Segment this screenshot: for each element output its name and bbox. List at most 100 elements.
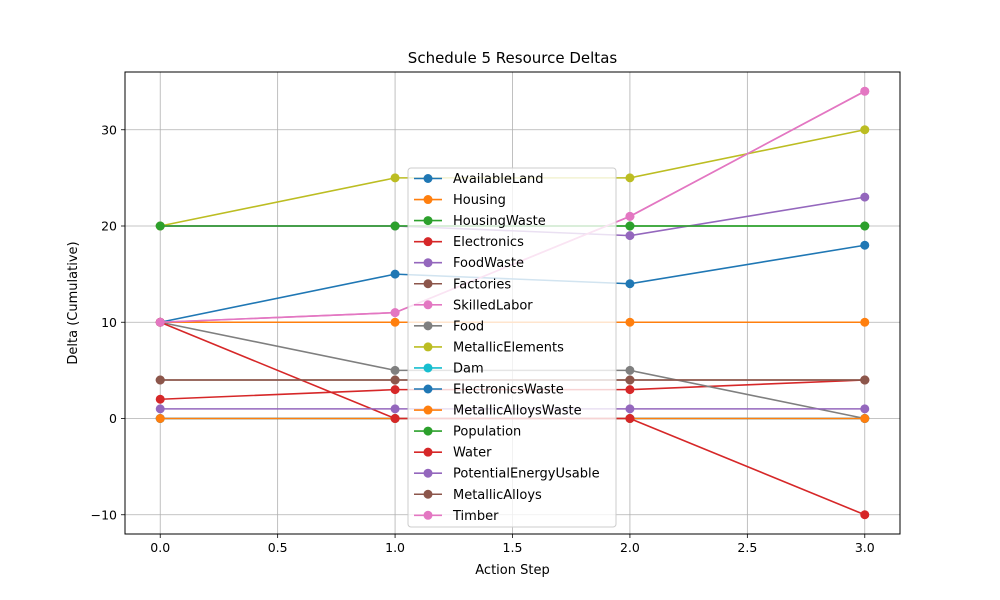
data-point	[390, 269, 400, 279]
x-tick-label: 0.0	[150, 540, 170, 555]
legend-marker	[423, 426, 433, 436]
x-tick-label: 2.5	[737, 540, 757, 555]
legend-marker	[423, 237, 433, 247]
legend-label: ElectronicsWaste	[453, 383, 564, 398]
legend-entry: MetallicElements	[414, 340, 564, 355]
data-point	[390, 375, 400, 385]
legend-marker	[423, 447, 433, 457]
legend-label: Factories	[453, 277, 511, 292]
y-tick-label: 10	[101, 315, 117, 330]
legend-entry: Factories	[414, 277, 511, 292]
data-point	[860, 375, 870, 385]
legend-marker	[423, 489, 433, 499]
data-point	[390, 173, 400, 183]
legend-label: Timber	[452, 509, 499, 524]
legend-marker	[423, 216, 433, 226]
legend-marker	[423, 468, 433, 478]
legend-label: MetallicElements	[453, 340, 564, 355]
data-point	[390, 414, 400, 423]
data-point	[390, 365, 400, 375]
legend-label: PotentialEnergyUsable	[453, 467, 600, 482]
legend-entry: AvailableLand	[414, 172, 544, 187]
legend-marker	[423, 363, 433, 373]
legend-label: Housing	[453, 193, 506, 208]
data-point	[625, 365, 635, 375]
data-point	[625, 231, 635, 241]
legend-entry: Water	[414, 446, 492, 461]
legend-label: FoodWaste	[453, 256, 524, 271]
data-point	[860, 414, 870, 423]
legend-marker	[423, 405, 433, 415]
data-point	[155, 375, 165, 385]
data-point	[390, 308, 400, 318]
x-tick-label: 1.5	[503, 540, 523, 555]
legend-box	[407, 167, 617, 528]
legend-label: AvailableLand	[453, 172, 544, 187]
data-point	[155, 221, 165, 231]
legend-label: MetallicAlloys	[453, 488, 542, 503]
y-tick-label: 30	[101, 122, 117, 137]
data-point	[390, 404, 400, 414]
legend-label: Food	[453, 319, 484, 334]
legend-marker	[423, 300, 433, 310]
legend-label: HousingWaste	[453, 214, 546, 229]
data-point	[625, 375, 635, 385]
x-tick-label: 2.0	[620, 540, 640, 555]
y-tick-label: −10	[91, 507, 117, 522]
legend-label: Dam	[453, 361, 484, 376]
legend-label: MetallicAlloysWaste	[453, 404, 582, 419]
x-axis-label: Action Step	[475, 563, 549, 578]
legend-entry: ElectronicsWaste	[414, 383, 564, 398]
legend-label: Electronics	[453, 235, 524, 250]
x-tick-label: 3.0	[855, 540, 875, 555]
legend-marker	[423, 342, 433, 352]
legend-label: Water	[453, 446, 492, 461]
data-point	[390, 317, 400, 327]
data-point	[625, 221, 635, 231]
data-point	[625, 317, 635, 327]
legend-label: SkilledLabor	[453, 298, 533, 313]
data-point	[155, 317, 165, 327]
data-point	[860, 240, 870, 250]
data-point	[155, 394, 165, 404]
y-tick-label: 0	[109, 411, 117, 426]
legend-marker	[423, 195, 433, 205]
data-point	[155, 404, 165, 414]
data-point	[860, 125, 870, 135]
data-point	[860, 404, 870, 414]
legend-entry: MetallicAlloysWaste	[414, 404, 582, 419]
data-point	[625, 173, 635, 183]
legend-marker	[423, 174, 433, 183]
legend-marker	[423, 510, 433, 520]
chart-title: Schedule 5 Resource Deltas	[408, 49, 618, 67]
data-point	[625, 279, 635, 289]
legend-marker	[423, 279, 433, 289]
legend-entry: Population	[414, 425, 521, 440]
legend-entry: Timber	[414, 509, 499, 524]
data-point	[860, 221, 870, 231]
legend-entry: Dam	[414, 361, 484, 376]
legend: AvailableLand Housing HousingWaste Electron…	[407, 167, 617, 528]
data-point	[860, 510, 870, 520]
data-point	[625, 385, 635, 395]
legend-marker	[423, 384, 433, 394]
data-point	[625, 211, 635, 221]
data-point	[390, 385, 400, 395]
legend-label: Population	[453, 425, 521, 440]
legend-entry: SkilledLabor	[414, 298, 533, 313]
legend-entry: Housing	[414, 193, 506, 208]
data-point	[860, 192, 870, 202]
legend-entry: PotentialEnergyUsable	[414, 467, 600, 482]
legend-entry: FoodWaste	[414, 256, 524, 271]
x-tick-label: 1.0	[385, 540, 405, 555]
x-tick-label: 0.5	[268, 540, 288, 555]
y-tick-label: 20	[101, 219, 117, 234]
legend-entry: Electronics	[414, 235, 524, 250]
data-point	[860, 317, 870, 327]
legend-entry: MetallicAlloys	[414, 488, 542, 503]
y-axis-label: Delta (Cumulative)	[66, 241, 81, 364]
legend-marker	[423, 258, 433, 268]
data-point	[625, 414, 635, 423]
data-point	[860, 86, 870, 96]
